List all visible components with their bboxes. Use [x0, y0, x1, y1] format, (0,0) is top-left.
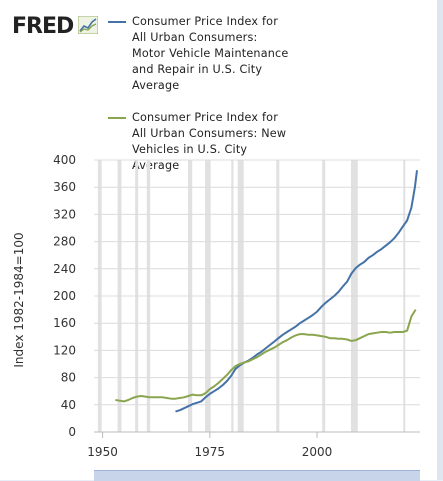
legend-label: Consumer Price Index for All Urban Consu…	[132, 15, 289, 92]
fred-logo-graph-icon	[78, 16, 98, 34]
fred-logo[interactable]: FRED	[12, 14, 74, 39]
y-tick-label: 200	[53, 289, 76, 303]
axis-layer: 0 40 80 120 160 200 240 280 320 360 400 1950 1975 200…	[53, 153, 420, 459]
timeline-scrollbar[interactable]	[94, 470, 420, 481]
x-tick-label: 1975	[195, 445, 226, 459]
y-tick-label: 320	[53, 207, 76, 221]
y-tick-label: 240	[53, 262, 76, 276]
y-axis-label: Index 1982-1984=100	[12, 232, 26, 368]
y-tick-label: 360	[53, 180, 76, 194]
y-tick-label: 120	[53, 343, 76, 357]
grid-layer	[94, 159, 420, 433]
legend-label: Consumer Price Index for All Urban Consu…	[132, 111, 287, 172]
y-tick-label: 400	[53, 153, 76, 167]
y-tick-label: 40	[61, 398, 76, 412]
legend-swatch-green	[108, 117, 126, 119]
legend-swatch-blue	[108, 21, 126, 23]
x-tick-label: 1950	[87, 445, 118, 459]
y-tick-label: 280	[53, 235, 76, 249]
y-tick-label: 80	[61, 371, 76, 385]
series-layer	[115, 170, 418, 413]
y-tick-label: 160	[53, 316, 76, 330]
x-tick-label: 2000	[302, 445, 333, 459]
series-line-maintenance-repair	[175, 170, 418, 413]
y-tick-label: 0	[68, 425, 76, 439]
series-line-new-vehicles	[115, 309, 417, 403]
side-scroll-strip[interactable]	[437, 0, 443, 480]
